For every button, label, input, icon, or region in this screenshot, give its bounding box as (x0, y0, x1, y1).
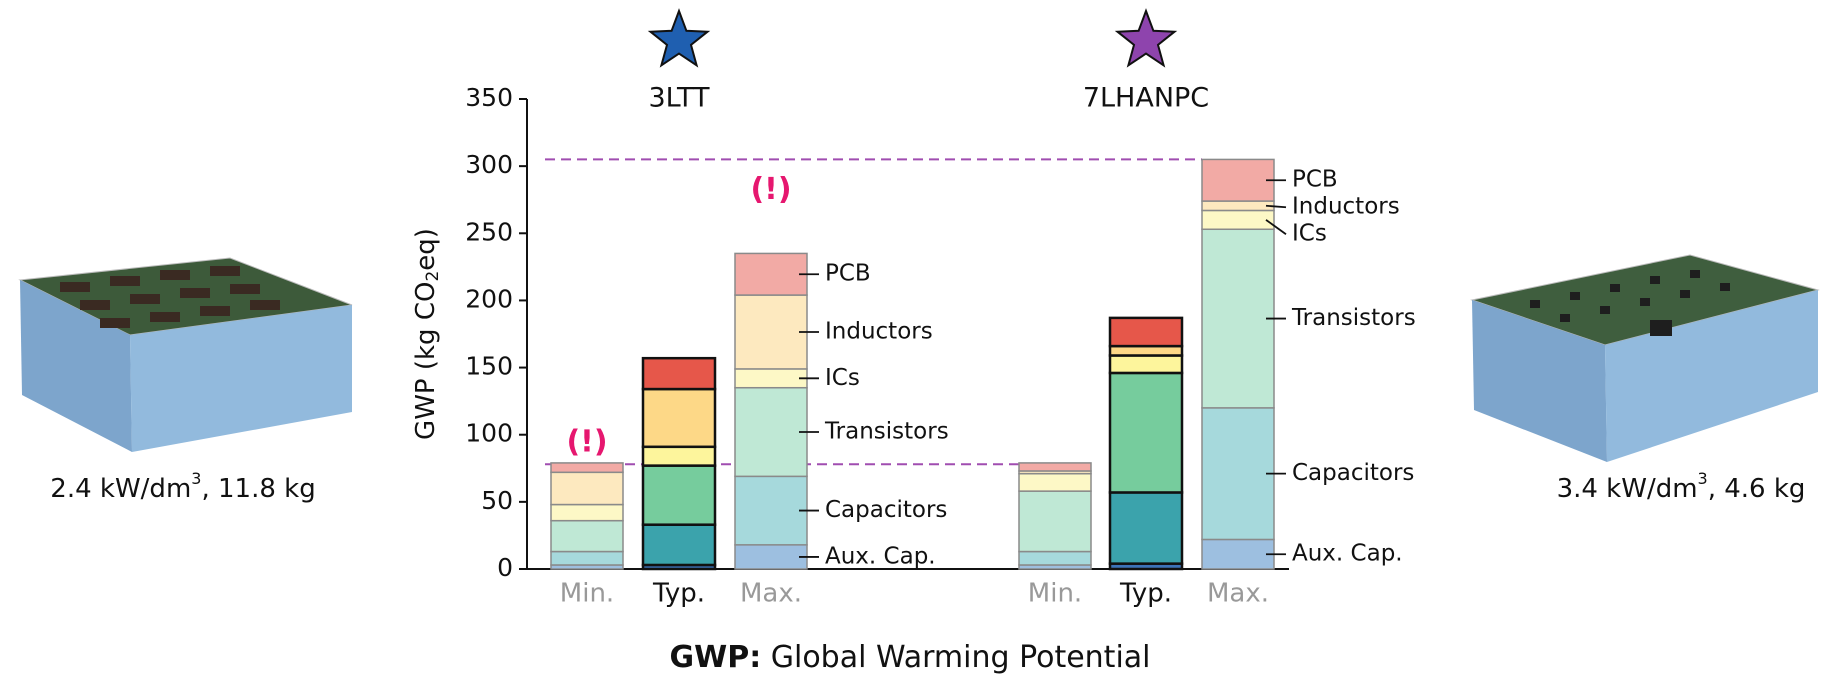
leader-line (1265, 204, 1287, 209)
converter-photo-left (18, 257, 353, 452)
annotation: (!) (750, 172, 791, 207)
bar-segment (1201, 538, 1275, 570)
image-caption: 2.4 kW/dm3, 11.8 kg (50, 469, 315, 504)
segment-label: Aux. Cap. (1292, 541, 1403, 567)
y-tick-label: 150 (465, 352, 513, 381)
segment-label: Aux. Cap. (825, 543, 936, 569)
segment-label: Capacitors (825, 497, 947, 523)
segment-label: Capacitors (1292, 460, 1414, 486)
bar-segment (550, 519, 624, 553)
bar-segment (641, 356, 717, 391)
y-tick-label: 0 (497, 553, 513, 582)
image-caption: 3.4 kW/dm3, 4.6 kg (1557, 469, 1806, 504)
segment-label: Inductors (1292, 194, 1400, 220)
bar-segment (641, 523, 717, 567)
bar-segment (734, 294, 808, 370)
bar-segment (1018, 472, 1092, 492)
segment-label: PCB (1292, 167, 1338, 193)
bar-segment (1201, 407, 1275, 541)
bar-segment (550, 471, 624, 506)
x-tick-label: Max. (740, 579, 802, 609)
group-label: 7LHANPC (1083, 83, 1209, 114)
group-star (1114, 8, 1178, 68)
bar-segment (641, 445, 717, 467)
segment-label: ICs (825, 365, 860, 391)
x-tick-label: Max. (1207, 579, 1269, 609)
x-tick-label: Min. (1028, 579, 1082, 609)
y-tick-label: 250 (465, 217, 513, 246)
bar-segment (1108, 344, 1184, 357)
y-axis-title: GWP (kg CO2eq) (411, 228, 444, 440)
bar-segment (1108, 371, 1184, 494)
x-tick-label: Typ. (652, 579, 705, 609)
bar-segment (734, 252, 808, 296)
bar-segment (1018, 490, 1092, 553)
bar-segment (734, 386, 808, 478)
segment-label: Inductors (825, 318, 933, 344)
bar-segment (641, 387, 717, 449)
y-tick-label: 300 (465, 150, 513, 179)
bar-segment (550, 503, 624, 522)
leader-line (1265, 219, 1287, 235)
y-tick-label: 50 (481, 486, 513, 515)
bar-segment (1108, 354, 1184, 375)
y-tick-label: 200 (465, 284, 513, 313)
segment-label: ICs (1292, 221, 1327, 247)
y-tick-label: 100 (465, 419, 513, 448)
group-label: 3LTT (648, 83, 710, 114)
x-tick-label: Min. (560, 579, 614, 609)
bar-segment (734, 544, 808, 570)
bar-segment (734, 475, 808, 546)
bar-segment (550, 462, 624, 474)
bar-segment (641, 464, 717, 526)
x-tick-label: Typ. (1119, 579, 1172, 609)
bar-segment (1018, 550, 1092, 566)
bar-segment (734, 368, 808, 389)
segment-label: Transistors (824, 419, 949, 445)
bar-segment (1201, 158, 1275, 202)
annotation: (!) (566, 424, 607, 459)
y-tick-label: 350 (465, 83, 513, 112)
bar-segment (1201, 200, 1275, 212)
group-star (647, 8, 711, 68)
bar-segment (1018, 462, 1092, 472)
converter-photo-right (1470, 254, 1820, 462)
bar-segment (1201, 228, 1275, 409)
bar-segment (1108, 316, 1184, 348)
segment-label: Transistors (1291, 305, 1416, 331)
bar-segment (550, 550, 624, 566)
bar-segment (1201, 209, 1275, 231)
segment-label: PCB (825, 261, 871, 287)
caption: GWP: Global Warming Potential (670, 640, 1151, 675)
bar-segment (1108, 491, 1184, 565)
